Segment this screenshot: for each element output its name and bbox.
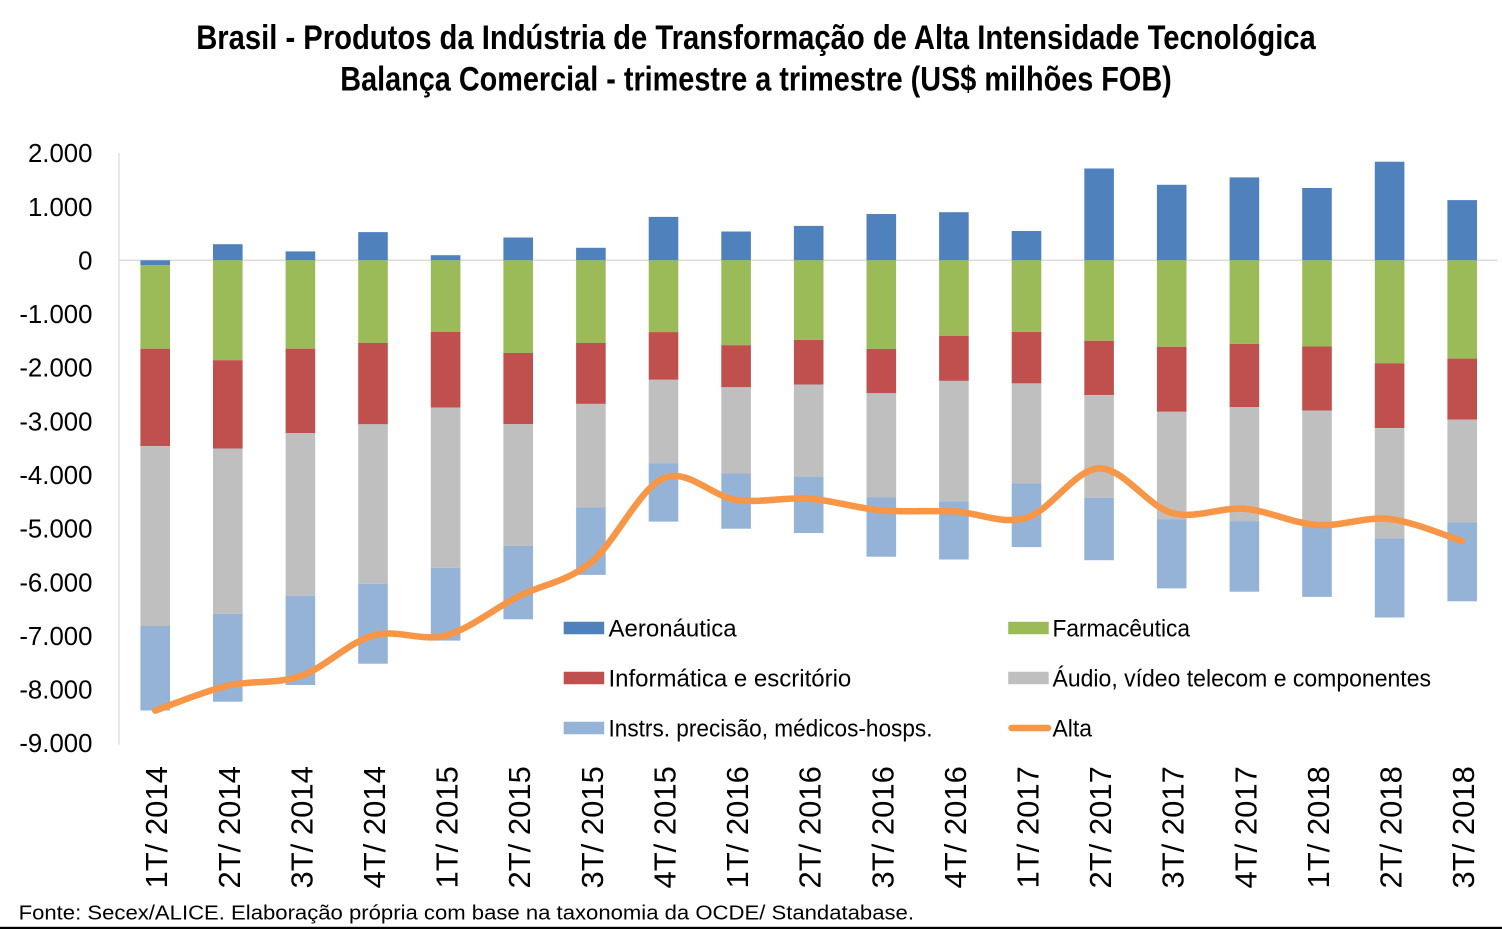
svg-text:2T/ 2015: 2T/ 2015	[502, 766, 537, 888]
svg-text:1T/ 2017: 1T/ 2017	[1011, 766, 1046, 888]
svg-text:3T/ 2016: 3T/ 2016	[865, 766, 900, 888]
svg-text:3T/ 2015: 3T/ 2015	[575, 766, 610, 888]
svg-text:-6.000: -6.000	[19, 569, 92, 597]
svg-text:Instrs. precisão, médicos-hosp: Instrs. precisão, médicos-hosps.	[609, 716, 933, 743]
svg-text:2T/ 2016: 2T/ 2016	[793, 766, 828, 888]
svg-text:Alta: Alta	[1053, 716, 1093, 743]
svg-text:-2.000: -2.000	[19, 355, 92, 383]
svg-text:4T/ 2016: 4T/ 2016	[938, 766, 973, 888]
svg-text:3T/ 2017: 3T/ 2017	[1156, 766, 1191, 888]
svg-text:Aeronáutica: Aeronáutica	[609, 616, 738, 643]
svg-text:0: 0	[78, 248, 92, 276]
svg-text:1T/ 2018: 1T/ 2018	[1301, 766, 1336, 888]
svg-text:1T/ 2014: 1T/ 2014	[139, 766, 174, 888]
svg-text:Fonte: Secex/ALICE. Elaboração: Fonte: Secex/ALICE. Elaboração própria c…	[19, 903, 914, 925]
svg-text:-9.000: -9.000	[19, 730, 92, 758]
svg-text:-5.000: -5.000	[19, 516, 92, 544]
svg-text:4T/ 2017: 4T/ 2017	[1228, 766, 1263, 888]
svg-text:Brasil - Produtos da Indústria: Brasil - Produtos da Indústria de Transf…	[196, 19, 1317, 57]
svg-text:Áudio, vídeo telecom e compone: Áudio, vídeo telecom e componentes	[1053, 666, 1432, 693]
svg-text:4T/ 2014: 4T/ 2014	[357, 766, 392, 888]
svg-text:Balança Comercial - trimestre: Balança Comercial - trimestre a trimestr…	[340, 61, 1172, 99]
svg-text:Farmacêutica: Farmacêutica	[1053, 616, 1191, 643]
svg-text:-3.000: -3.000	[19, 408, 92, 436]
svg-text:1.000: 1.000	[28, 194, 93, 222]
svg-text:4T/ 2015: 4T/ 2015	[648, 766, 683, 888]
svg-text:2T/ 2018: 2T/ 2018	[1374, 766, 1409, 888]
svg-text:3T/ 2018: 3T/ 2018	[1446, 766, 1481, 888]
svg-text:1T/ 2016: 1T/ 2016	[720, 766, 755, 888]
svg-text:-7.000: -7.000	[19, 623, 92, 651]
svg-text:3T/ 2014: 3T/ 2014	[284, 766, 319, 888]
svg-text:Informática e escritório: Informática e escritório	[609, 666, 852, 693]
svg-text:-4.000: -4.000	[19, 462, 92, 490]
svg-text:-8.000: -8.000	[19, 677, 92, 705]
svg-text:1T/ 2015: 1T/ 2015	[430, 766, 465, 888]
svg-text:2T/ 2017: 2T/ 2017	[1083, 766, 1118, 888]
svg-text:2.000: 2.000	[28, 140, 93, 168]
svg-text:-1.000: -1.000	[19, 301, 92, 329]
svg-text:2T/ 2014: 2T/ 2014	[212, 766, 247, 888]
